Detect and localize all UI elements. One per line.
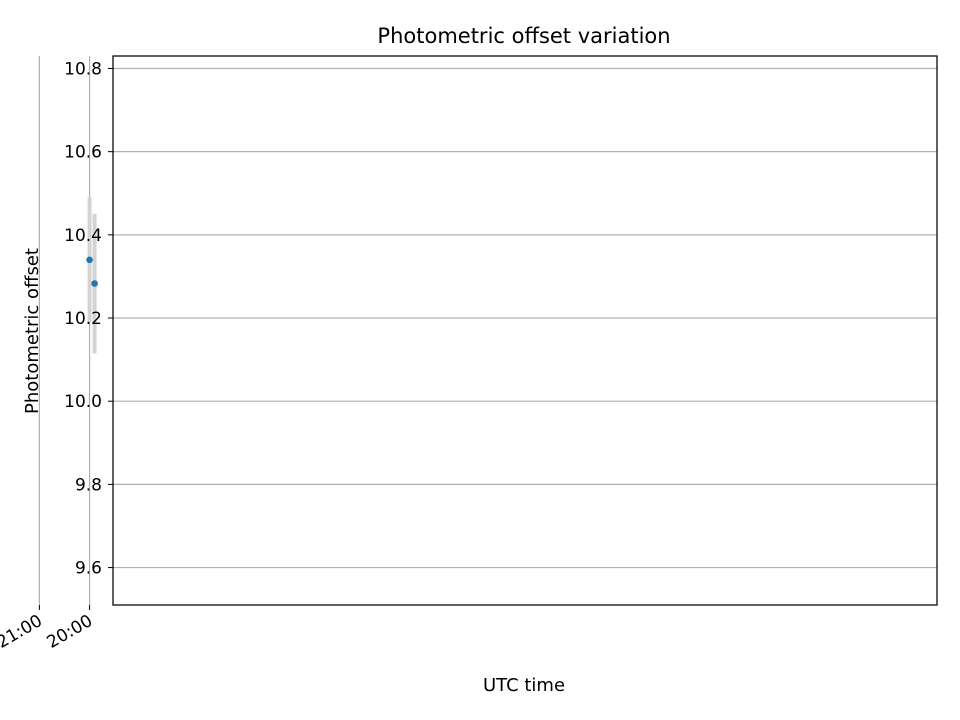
y-tick-label: 10.6 bbox=[64, 143, 102, 163]
y-tick-label: 10.0 bbox=[64, 392, 102, 412]
x-axis-label: UTC time bbox=[483, 675, 565, 696]
y-tick-label: 10.2 bbox=[64, 309, 102, 329]
y-tick-label: 10.4 bbox=[64, 226, 102, 246]
chart-title: Photometric offset variation bbox=[377, 24, 670, 48]
data-point bbox=[91, 280, 98, 287]
plot-frame bbox=[112, 55, 938, 606]
y-tick-label: 9.8 bbox=[75, 475, 102, 495]
y-axis-ticks: 9.6 9.8 10.0 10.2 10.4 10.6 10.8 bbox=[64, 59, 113, 579]
data-point bbox=[86, 256, 93, 264]
y-axis-label: Photometric offset bbox=[22, 248, 43, 414]
y-tick-label: 10.8 bbox=[64, 59, 102, 79]
y-tick-label: 9.6 bbox=[75, 559, 102, 579]
grid bbox=[38, 56, 937, 605]
data-points bbox=[86, 256, 98, 287]
